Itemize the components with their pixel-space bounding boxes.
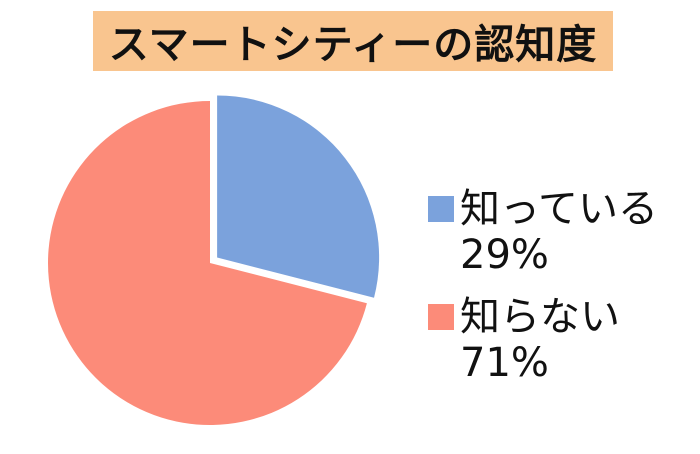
pie-slice-unknown bbox=[47, 100, 367, 425]
legend-swatch-known bbox=[428, 196, 454, 222]
chart-title: スマートシティーの認知度 bbox=[93, 11, 613, 71]
legend-label-known: 知っている bbox=[460, 186, 658, 232]
legend-value-known: 29% bbox=[460, 232, 549, 278]
legend-swatch-unknown bbox=[428, 304, 454, 330]
legend-value-unknown: 71% bbox=[460, 340, 549, 386]
legend-entry-known: 知っている 29% bbox=[428, 186, 658, 278]
legend: 知っている 29% 知らない 71% bbox=[428, 186, 658, 386]
pie-slice-known bbox=[217, 95, 380, 298]
legend-entry-unknown: 知らない 71% bbox=[428, 294, 658, 386]
legend-label-unknown: 知らない bbox=[460, 294, 620, 340]
